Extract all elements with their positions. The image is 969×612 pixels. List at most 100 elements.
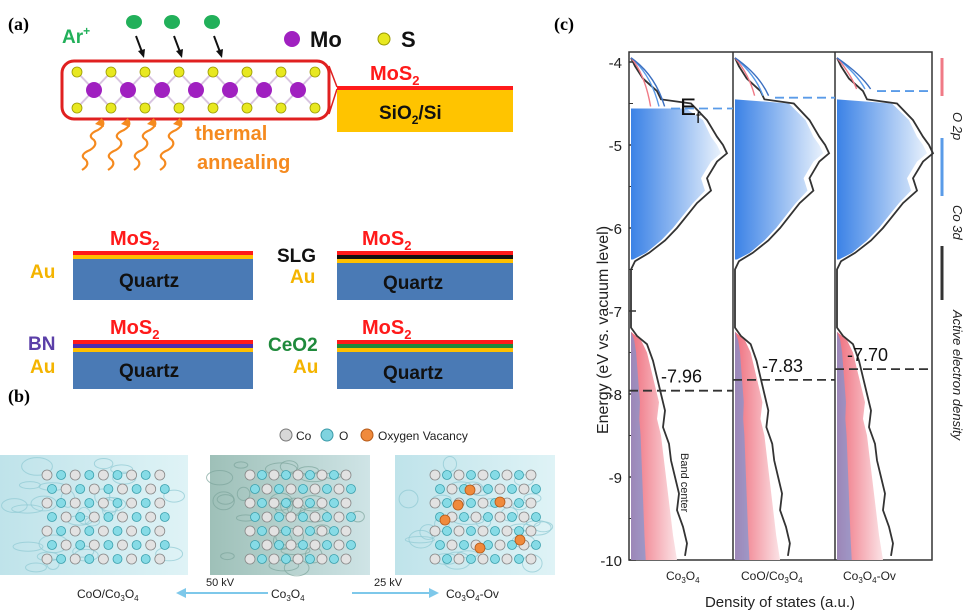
slg-label: SLG: [277, 246, 316, 267]
o-atom: [298, 512, 308, 522]
co-atom: [98, 497, 109, 509]
au-label: Au: [30, 357, 55, 378]
o-atom: [112, 498, 123, 508]
o-atom: [250, 484, 260, 494]
co-atom: [41, 497, 53, 509]
thermal-wave: [81, 119, 105, 171]
fermi-edge-line: [836, 57, 858, 90]
au-layer: [337, 348, 513, 352]
mos2-layer: [73, 340, 253, 344]
co-atom: [340, 469, 352, 481]
o-atom: [250, 512, 260, 522]
s-atom: [309, 66, 321, 78]
co-atom: [429, 525, 441, 537]
co-atom: [285, 511, 297, 523]
mos2-layer: [337, 340, 513, 344]
au-label: Au: [290, 267, 315, 288]
mo-legend-label: Mo: [310, 27, 342, 52]
au-layer: [337, 259, 513, 263]
co-atom: [446, 483, 458, 495]
o-atom: [140, 498, 151, 508]
co-atom: [316, 525, 328, 537]
ion-arrow-head: [216, 49, 223, 58]
o-atom: [84, 554, 95, 564]
o-atom: [507, 484, 517, 494]
quartz-substrate: [73, 259, 253, 300]
cloud-texture: [25, 562, 47, 573]
co3d-lower-area: [631, 331, 646, 560]
co-atom: [477, 553, 489, 565]
co-atom: [309, 539, 321, 551]
co3d-area: [837, 91, 927, 260]
stack-slg: MoS2 SLG Au Quartz: [277, 228, 513, 300]
co-atom: [453, 525, 465, 537]
co-atom: [268, 525, 280, 537]
band-center-label: Band center: [678, 453, 690, 513]
quartz-label: Quartz: [119, 271, 179, 292]
panel-b-label: (b): [8, 386, 30, 407]
co-atom: [470, 511, 482, 523]
ion-arrow-line: [213, 35, 221, 53]
arrow-left-head: [176, 588, 186, 598]
o-atom: [159, 512, 170, 522]
co-atom: [292, 553, 304, 565]
co3d-lower-area: [837, 331, 852, 560]
co-atom: [518, 511, 530, 523]
stack-film-label: MoS2: [362, 317, 411, 342]
co-atom: [292, 469, 304, 481]
co-atom: [154, 525, 166, 537]
y-tick-label: -9: [609, 470, 622, 487]
o-atom: [531, 512, 541, 522]
panel-c: (c) -4 -5 -6 -7 -8 -9 -10 -7.96 Co3O4 -7.83 CoO/Co…: [554, 14, 965, 611]
oxygen-vacancy: [474, 542, 486, 554]
co3d-area: [735, 97, 824, 260]
co-atom: [145, 539, 157, 551]
co-atom: [69, 497, 81, 509]
ar-ion-icon: [204, 15, 220, 29]
co-atom: [88, 539, 100, 551]
au-layer: [73, 348, 253, 352]
o-atom: [507, 540, 517, 550]
o-atom: [140, 526, 151, 536]
o-atom: [112, 554, 123, 564]
co-atom: [41, 525, 53, 537]
o-atom: [281, 498, 291, 508]
co-atom: [333, 483, 345, 495]
co-atom: [477, 497, 489, 509]
o-atom: [159, 540, 170, 550]
x-category-label: CoO/Co3O4: [741, 569, 803, 585]
co-atom: [69, 469, 81, 481]
co3d-lower-area: [735, 331, 750, 560]
s-atom: [173, 102, 185, 114]
o-atom: [131, 540, 142, 550]
fermi-label: Ef: [680, 94, 701, 127]
cloud-texture: [206, 469, 234, 486]
ceo2-label: CeO2: [268, 335, 318, 356]
main-stack-film-label: MoS2: [370, 63, 419, 88]
o-atom: [47, 484, 57, 494]
o-atom: [322, 484, 332, 494]
vacancy-atom-icon: [360, 428, 374, 442]
zoom-line-top: [328, 65, 338, 88]
s-atom-icon: [377, 32, 391, 46]
thermal-wave: [107, 119, 131, 171]
vacancy-legend-label: Oxygen Vacancy: [378, 429, 468, 443]
o-atom: [75, 484, 86, 494]
o-atom: [442, 498, 452, 508]
s-atom: [309, 102, 321, 114]
arrow-right-head: [429, 588, 439, 598]
ion-arrow-head: [138, 49, 145, 58]
x-category-label: Co3O4-Ov: [843, 569, 896, 585]
y-tick-label: -5: [609, 138, 622, 155]
co-atom: [429, 553, 441, 565]
o-atom: [466, 554, 476, 564]
thermal-arrow-head: [173, 118, 182, 127]
o-atom: [274, 512, 284, 522]
o-atom: [298, 484, 308, 494]
co-atom: [60, 483, 72, 495]
oxygen-vacancy: [452, 499, 464, 511]
co-atom: [477, 525, 489, 537]
structure-label-co3o4-ov: Co3O4-Ov: [446, 587, 499, 603]
co-atom: [88, 511, 100, 523]
fermi-edge-line: [630, 57, 666, 107]
